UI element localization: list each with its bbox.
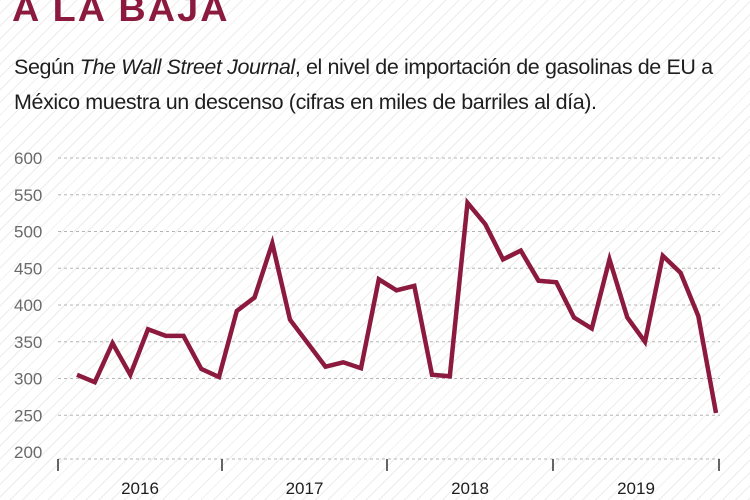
x-tick-label-2019: 2019 — [617, 479, 655, 498]
x-tick-label-2017: 2017 — [286, 479, 324, 498]
subtitle-text-end: , el nivel de importación de gasolinas d… — [14, 55, 713, 114]
y-axis-tick-labels: 600 550 500 450 400 350 300 250 200 — [14, 149, 42, 462]
y-tick-label-500: 500 — [14, 223, 42, 242]
y-tick-label-350: 350 — [14, 333, 42, 352]
y-tick-label-400: 400 — [14, 296, 42, 315]
y-tick-label-300: 300 — [14, 370, 42, 389]
gasoline-imports-line — [76, 197, 719, 414]
y-tick-label-250: 250 — [14, 406, 42, 425]
y-tick-label-600: 600 — [14, 149, 42, 168]
y-tick-label-450: 450 — [14, 259, 42, 278]
y-tick-label-550: 550 — [14, 186, 42, 205]
x-tick-label-2016: 2016 — [121, 479, 159, 498]
subtitle-text-start: Según — [14, 55, 80, 79]
gridlines — [58, 157, 720, 416]
x-axis — [57, 458, 720, 471]
y-tick-label-200: 200 — [14, 443, 42, 462]
chart-subtitle: Según The Wall Street Journal, el nivel … — [14, 50, 744, 120]
x-tick-label-2018: 2018 — [451, 479, 489, 498]
series-layer — [76, 197, 719, 414]
subtitle-newspaper-name: The Wall Street Journal — [79, 55, 295, 79]
x-axis-tick-labels: 2016 2017 2018 2019 — [121, 479, 655, 498]
chart-title: A LA BAJA — [12, 0, 230, 29]
